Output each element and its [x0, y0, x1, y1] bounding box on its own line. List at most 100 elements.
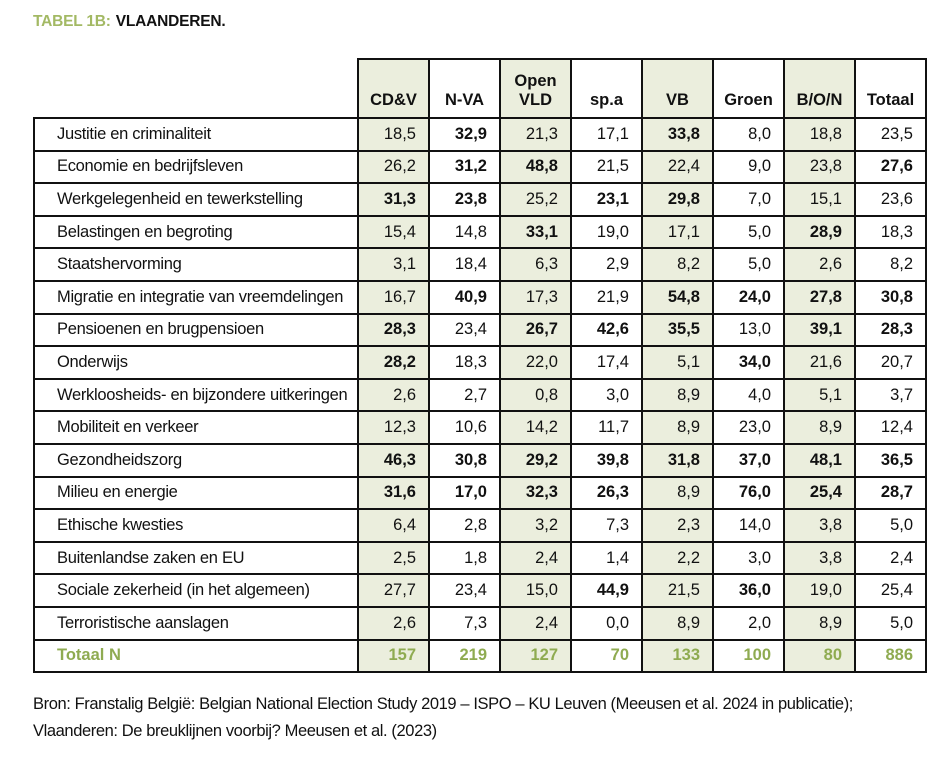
- source-note: Bron: Franstalig België: Belgian Nationa…: [33, 691, 853, 745]
- table-cell: 19,0: [570, 214, 643, 250]
- table-cell: 3,7: [854, 377, 927, 413]
- table-row: Pensioenen en brugpensioen 28,3 23,4 26,7 42…: [33, 312, 927, 348]
- table-cell: 2,6: [783, 247, 856, 282]
- table-cell: 5,0: [854, 508, 927, 543]
- table-cell: 23,6: [854, 182, 927, 217]
- table-cell: 5,1: [641, 345, 714, 380]
- table-cell: 13,0: [712, 312, 785, 348]
- table-cell: 2,6: [357, 605, 430, 641]
- table-cell: 9,0: [712, 149, 785, 185]
- table-cell: 14,0: [712, 508, 785, 543]
- table-header: CD&V N-VA Open VLD sp.a VB Groen B/O/N Totaal: [34, 58, 927, 119]
- table-cell: 14,8: [428, 214, 501, 250]
- table-cell: 8,9: [641, 377, 714, 413]
- table-cell: 2,8: [428, 508, 501, 543]
- table-cell: 5,1: [783, 377, 856, 413]
- table-cell: 23,8: [428, 182, 501, 217]
- table-row: Staatshervorming 3,1 18,4 6,3 2,9 8,2 5,0 2,6 8,…: [33, 247, 927, 282]
- table-corner-cell: [34, 59, 358, 118]
- table-cell: 23,8: [783, 149, 856, 185]
- table-cell: 12,3: [357, 410, 430, 445]
- table-cell: 31,6: [357, 475, 430, 511]
- table-cell: 22,4: [641, 149, 714, 185]
- row-label: Economie en bedrijfsleven: [33, 149, 359, 185]
- table-cell: 28,3: [357, 312, 430, 348]
- table-cell: 34,0: [712, 345, 785, 380]
- table-cell: 33,8: [641, 117, 714, 152]
- table-title: TABEL 1B: VLAANDEREN.: [33, 13, 226, 31]
- source-note-line-1: Bron: Franstalig België: Belgian Nationa…: [33, 695, 853, 713]
- table-cell: 3,1: [357, 247, 430, 282]
- table-cell: 3,0: [712, 540, 785, 576]
- table-row: Buitenlandse zaken en EU 2,5 1,8 2,4 1,4 2,2 3…: [33, 540, 927, 576]
- table-cell: 17,3: [499, 279, 572, 315]
- total-row-label: Totaal N: [33, 638, 359, 674]
- row-label: Migratie en integratie van vreemdelingen: [33, 279, 359, 315]
- total-n-cell: 133: [641, 638, 714, 674]
- table-title-region: VLAANDEREN.: [115, 13, 226, 30]
- table-cell: 40,9: [428, 279, 501, 315]
- table-cell: 20,7: [854, 345, 927, 380]
- table-cell: 7,3: [570, 508, 643, 543]
- table-cell: 35,5: [641, 312, 714, 348]
- table-cell: 2,4: [499, 605, 572, 641]
- table-cell: 12,4: [854, 410, 927, 445]
- table-cell: 42,6: [570, 312, 643, 348]
- table-cell: 8,9: [783, 410, 856, 445]
- table-cell: 36,0: [712, 573, 785, 608]
- table-cell: 4,0: [712, 377, 785, 413]
- table-cell: 44,9: [570, 573, 643, 608]
- table-cell: 8,2: [854, 247, 927, 282]
- table-cell: 24,0: [712, 279, 785, 315]
- table-cell: 11,7: [570, 410, 643, 445]
- table-cell: 25,4: [854, 573, 927, 608]
- table-row: Belastingen en begroting 15,4 14,8 33,1 19,0…: [33, 214, 927, 250]
- row-label: Milieu en energie: [33, 475, 359, 511]
- table-cell: 76,0: [712, 475, 785, 511]
- row-label: Mobiliteit en verkeer: [33, 410, 359, 445]
- column-header-vb: VB: [641, 58, 714, 119]
- table-cell: 10,6: [428, 410, 501, 445]
- row-label: Buitenlandse zaken en EU: [33, 540, 359, 576]
- column-header-open-vld: Open VLD: [499, 58, 572, 119]
- table-cell: 29,8: [641, 182, 714, 217]
- table-cell: 25,4: [783, 475, 856, 511]
- table-cell: 6,3: [499, 247, 572, 282]
- table-cell: 23,5: [854, 117, 927, 152]
- table-cell: 1,4: [570, 540, 643, 576]
- table-cell: 18,3: [428, 345, 501, 380]
- table-title-number: TABEL 1B:: [33, 13, 111, 30]
- table-cell: 23,4: [428, 573, 501, 608]
- table-cell: 26,2: [357, 149, 430, 185]
- table-row: Werkloosheids- en bijzondere uitkeringen…: [33, 377, 927, 413]
- table-cell: 3,8: [783, 540, 856, 576]
- table-cell: 28,3: [854, 312, 927, 348]
- table-cell: 18,4: [428, 247, 501, 282]
- table-row: Ethische kwesties 6,4 2,8 3,2 7,3 2,3 14,0 3,8 5…: [33, 508, 927, 543]
- column-header-sp-a: sp.a: [570, 58, 643, 119]
- results-table: CD&V N-VA Open VLD sp.a VB Groen B/O/N Totaal J…: [33, 58, 927, 674]
- table-cell: 39,8: [570, 442, 643, 478]
- table-cell: 48,8: [499, 149, 572, 185]
- column-header-cd-v: CD&V: [357, 58, 430, 119]
- table-cell: 29,2: [499, 442, 572, 478]
- table-cell: 8,0: [712, 117, 785, 152]
- table-cell: 36,5: [854, 442, 927, 478]
- total-row: Totaal N 157 219 127 70 133 100 80 886: [33, 638, 927, 674]
- table-cell: 8,9: [641, 410, 714, 445]
- table-cell: 31,8: [641, 442, 714, 478]
- total-n-cell: 100: [712, 638, 785, 674]
- table-cell: 21,5: [641, 573, 714, 608]
- table-cell: 0,8: [499, 377, 572, 413]
- table-cell: 28,9: [783, 214, 856, 250]
- table-cell: 8,9: [783, 605, 856, 641]
- row-label: Justitie en criminaliteit: [33, 117, 359, 152]
- table-cell: 17,4: [570, 345, 643, 380]
- table-row: Gezondheidszorg 46,3 30,8 29,2 39,8 31,8 37,0 4…: [33, 442, 927, 478]
- table-cell: 19,0: [783, 573, 856, 608]
- table-row: Onderwijs 28,2 18,3 22,0 17,4 5,1 34,0 21,6 20,7: [33, 345, 927, 380]
- table-cell: 25,2: [499, 182, 572, 217]
- table-cell: 27,7: [357, 573, 430, 608]
- row-label: Onderwijs: [33, 345, 359, 380]
